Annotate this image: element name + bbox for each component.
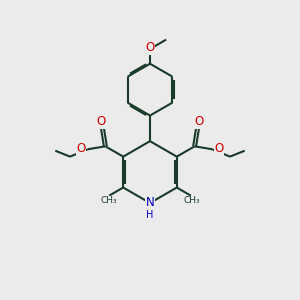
Text: N: N bbox=[146, 196, 154, 209]
Text: O: O bbox=[96, 115, 106, 128]
Text: O: O bbox=[146, 41, 154, 54]
Text: CH₃: CH₃ bbox=[183, 196, 200, 205]
Text: O: O bbox=[194, 115, 204, 128]
Text: O: O bbox=[76, 142, 86, 155]
Text: H: H bbox=[146, 210, 154, 220]
Text: O: O bbox=[214, 142, 224, 155]
Text: CH₃: CH₃ bbox=[100, 196, 117, 205]
